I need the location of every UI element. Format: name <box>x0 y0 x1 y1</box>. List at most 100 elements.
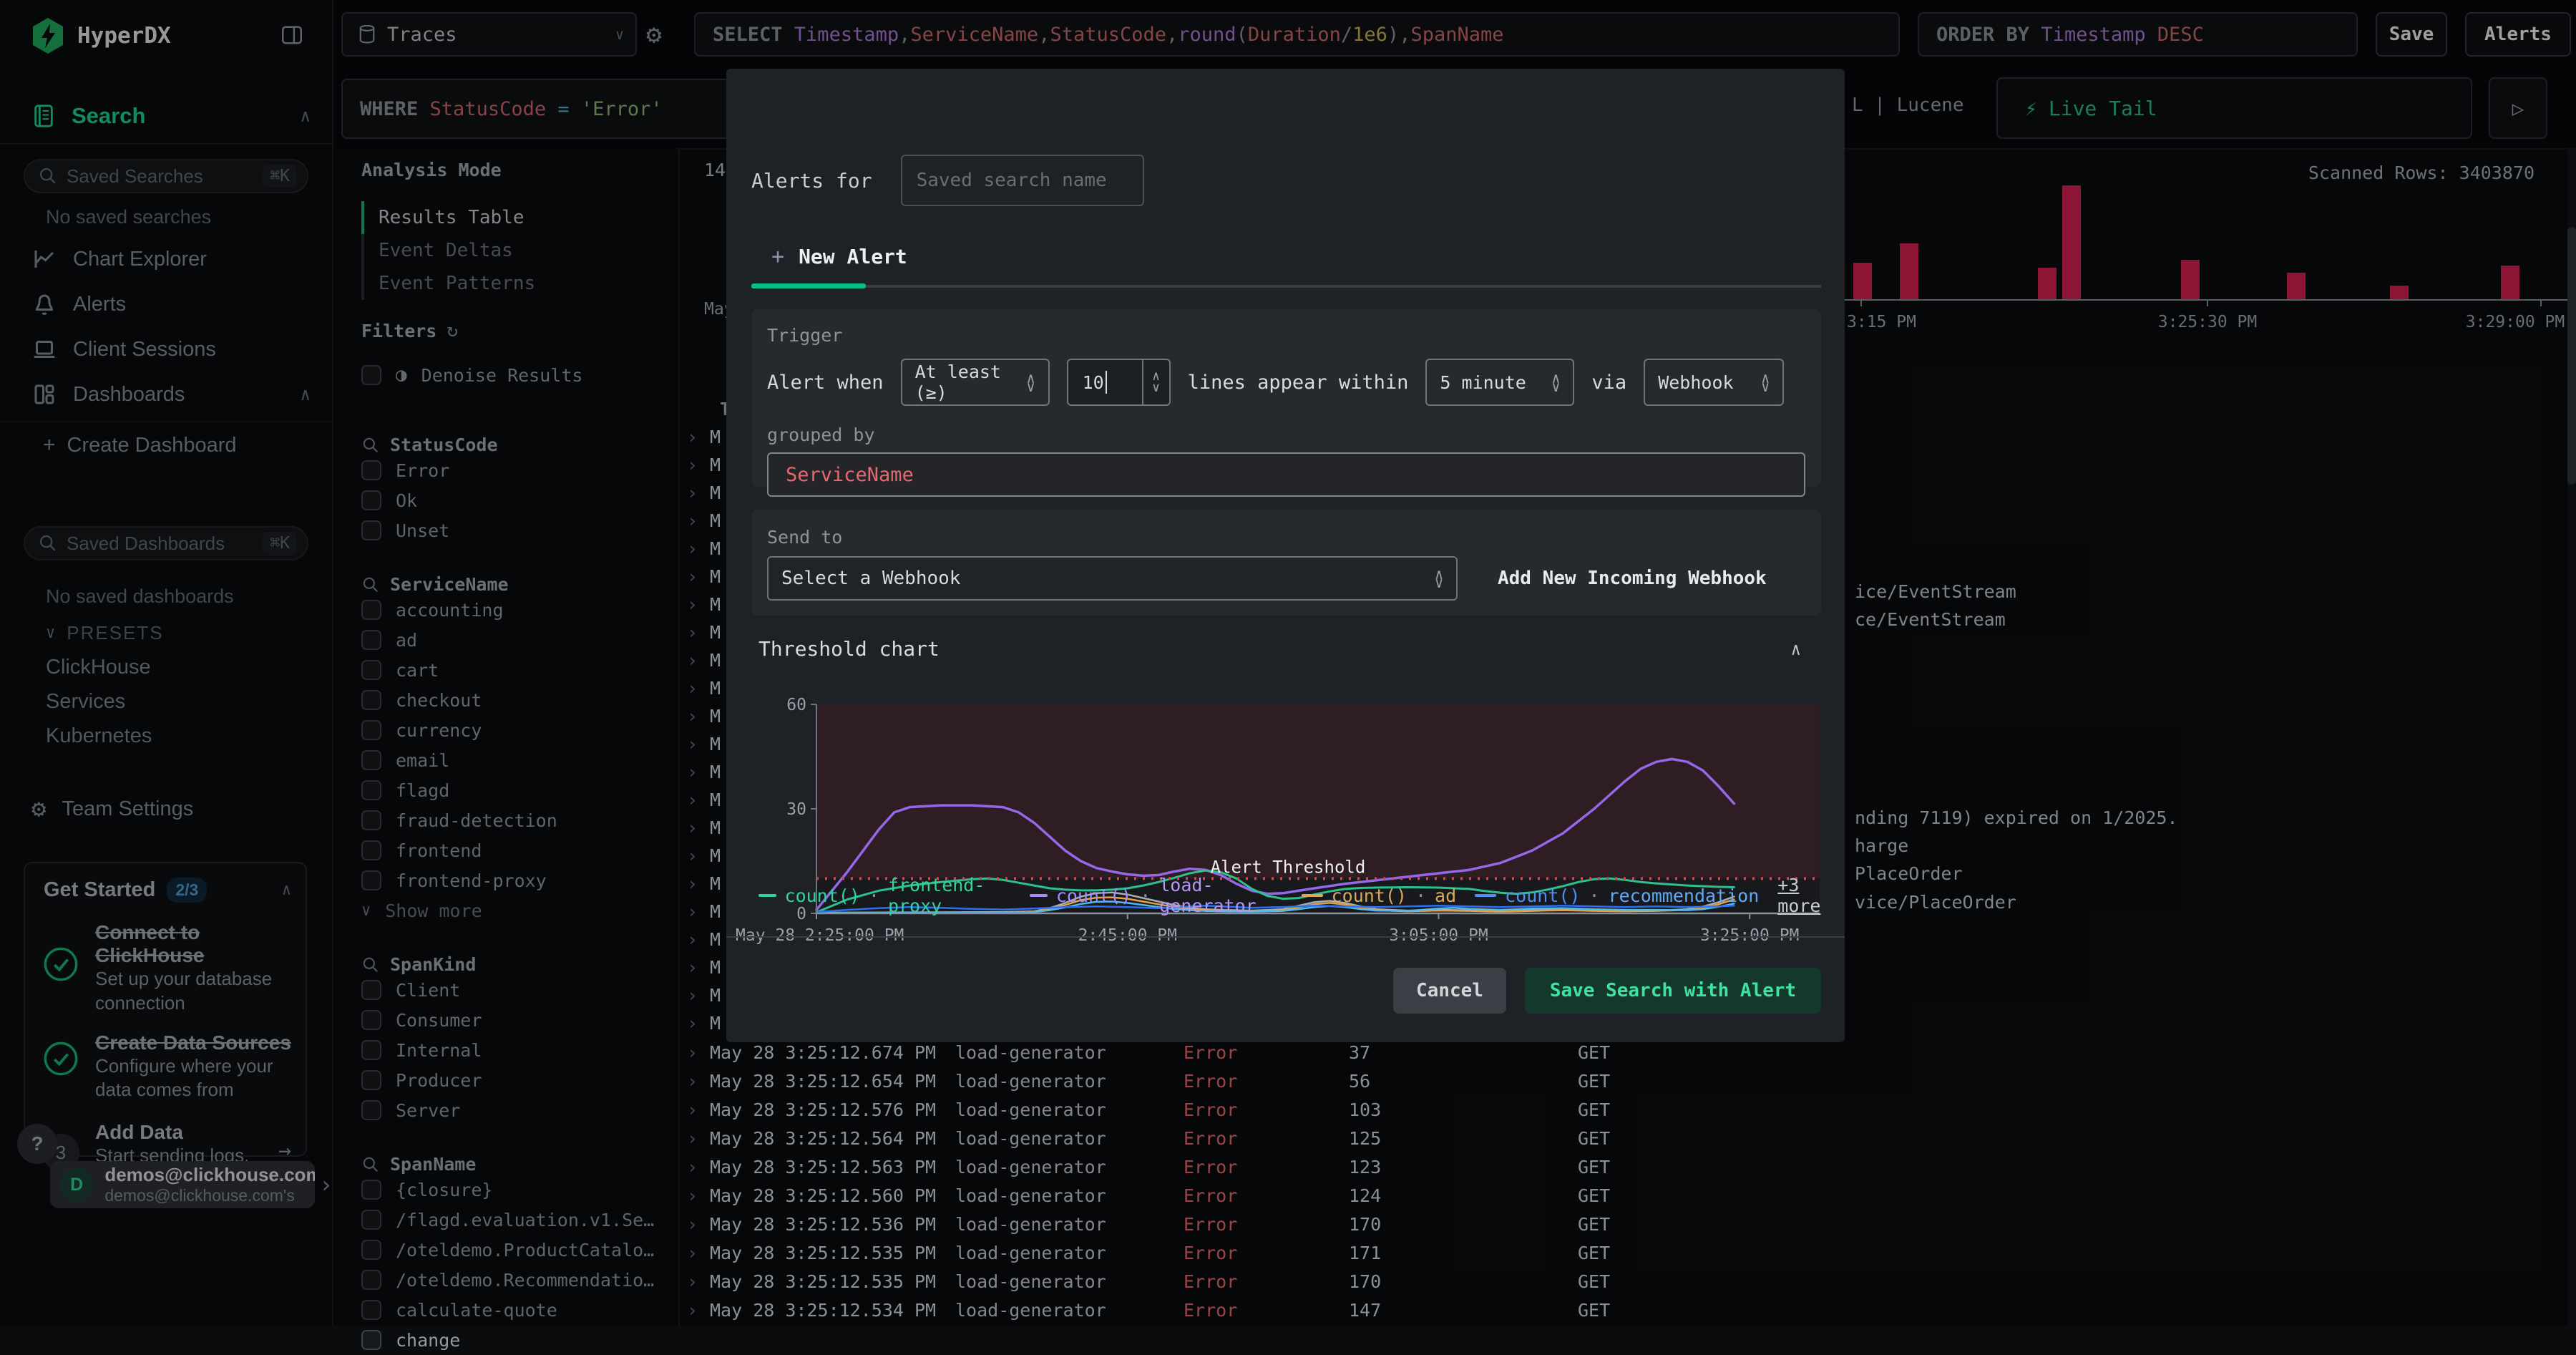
checkbox[interactable] <box>361 1300 381 1320</box>
threshold-count-input[interactable]: 10 ∧ ∨ <box>1066 359 1171 406</box>
table-row[interactable]: › M <box>680 423 727 451</box>
checkbox[interactable] <box>361 810 381 830</box>
sidebar-item-preset-clickhouse[interactable]: ClickHouse <box>46 656 151 679</box>
table-row[interactable]: › May 28 3:25:12.535 PM load-generator Erro… <box>680 1267 2576 1296</box>
save-search-with-alert-button[interactable]: Save Search with Alert <box>1525 968 1821 1014</box>
filter-option[interactable]: Client <box>361 975 669 1005</box>
expand-row-icon[interactable]: › <box>687 762 698 782</box>
filter-option[interactable]: calculate-quote <box>361 1295 669 1325</box>
alerts-button[interactable]: Alerts <box>2465 12 2571 57</box>
live-tail-button[interactable]: ⚡ Live Tail <box>1996 77 2472 139</box>
checkbox[interactable] <box>361 660 381 680</box>
checkbox[interactable] <box>361 490 381 510</box>
chevron-up-icon[interactable]: ∧ <box>300 106 311 126</box>
expand-row-icon[interactable]: › <box>687 1127 698 1149</box>
filter-option[interactable]: accounting <box>361 595 669 625</box>
checkbox[interactable] <box>361 460 381 480</box>
expand-row-icon[interactable]: › <box>687 1099 698 1120</box>
source-select[interactable]: Traces ∨ <box>341 12 637 57</box>
condition-select[interactable]: At least (≥) ∧ ∨ <box>900 359 1050 406</box>
table-row[interactable]: › May 28 3:25:12.564 PM load-generator Erro… <box>680 1124 2576 1152</box>
expand-row-icon[interactable]: › <box>687 427 698 447</box>
checkbox[interactable] <box>361 1180 381 1200</box>
checkbox[interactable] <box>361 720 381 740</box>
filter-option[interactable]: Consumer <box>361 1005 669 1035</box>
expand-row-icon[interactable]: › <box>687 678 698 699</box>
sidebar-item-dashboards[interactable]: Dashboards ∧ <box>31 379 311 410</box>
expand-row-icon[interactable]: › <box>687 1213 698 1235</box>
presets-toggle[interactable]: ∨ PRESETS <box>46 621 164 643</box>
checkbox[interactable] <box>361 1330 381 1350</box>
table-row[interactable]: › M <box>680 674 727 702</box>
filter-option[interactable]: currency <box>361 715 669 745</box>
table-row[interactable]: › M <box>680 563 727 591</box>
filter-option[interactable]: ad <box>361 625 669 655</box>
run-query-button[interactable]: ▷ <box>2489 77 2547 139</box>
checkbox[interactable] <box>361 1210 381 1230</box>
sidebar-item-preset-services[interactable]: Services <box>46 690 126 713</box>
expand-row-icon[interactable]: › <box>687 790 698 810</box>
expand-row-icon[interactable]: › <box>687 1070 698 1092</box>
chevron-up-icon[interactable]: ∧ <box>300 384 311 404</box>
sidebar-item-preset-kubernetes[interactable]: Kubernetes <box>46 724 152 747</box>
checkbox[interactable] <box>361 780 381 800</box>
gear-icon[interactable]: ⚙ <box>646 20 662 49</box>
filter-option[interactable]: Producer <box>361 1065 669 1095</box>
collapse-sidebar-icon[interactable] <box>279 23 305 47</box>
cancel-button[interactable]: Cancel <box>1393 968 1506 1014</box>
filter-option[interactable]: /oteldemo.ProductCatalo… <box>361 1235 669 1265</box>
table-row[interactable]: › May 28 3:25:12.535 PM load-generator Erro… <box>680 1238 2576 1267</box>
expand-row-icon[interactable]: › <box>687 957 698 978</box>
add-webhook-button[interactable]: Add New Incoming Webhook <box>1498 568 1767 589</box>
checkbox[interactable] <box>361 600 381 620</box>
table-row[interactable]: › M <box>680 479 727 507</box>
analysis-mode-results-table[interactable]: Results Table <box>361 201 662 234</box>
select-clause-input[interactable]: SELECT Timestamp,ServiceName,StatusCode,… <box>694 12 1900 57</box>
checkbox[interactable] <box>361 1070 381 1090</box>
table-row[interactable]: › May 28 3:25:12.534 PM load-generator Erro… <box>680 1296 2576 1324</box>
checkbox[interactable] <box>361 520 381 540</box>
filter-option[interactable]: {closure} <box>361 1175 669 1205</box>
table-row[interactable]: › M <box>680 730 727 758</box>
table-row[interactable]: › M <box>680 758 727 786</box>
checkbox[interactable] <box>361 980 381 1000</box>
table-row[interactable]: › M <box>680 953 727 981</box>
expand-row-icon[interactable]: › <box>687 901 698 922</box>
table-row[interactable]: › M <box>680 814 727 842</box>
expand-row-icon[interactable]: › <box>687 455 698 475</box>
table-row[interactable]: › M <box>680 535 727 563</box>
filter-option[interactable]: /oteldemo.Recommendatio… <box>361 1265 669 1295</box>
filter-option[interactable]: Error <box>361 455 669 485</box>
checkbox[interactable] <box>361 1100 381 1120</box>
expand-row-icon[interactable]: › <box>687 538 698 559</box>
expand-row-icon[interactable]: › <box>687 817 698 838</box>
sidebar-item-chart-explorer[interactable]: Chart Explorer <box>31 243 311 275</box>
denoise-results-option[interactable]: ◑ Denoise Results <box>361 360 582 390</box>
expand-row-icon[interactable]: › <box>687 1156 698 1177</box>
table-row[interactable]: › May 28 3:25:12.576 PM load-generator Erro… <box>680 1095 2576 1124</box>
sidebar-item-team-settings[interactable]: ⚙ Team Settings <box>31 795 194 823</box>
checkbox[interactable] <box>361 690 381 710</box>
checkbox[interactable] <box>361 840 381 860</box>
filter-option[interactable]: change <box>361 1325 669 1355</box>
expand-row-icon[interactable]: › <box>687 510 698 531</box>
table-row[interactable]: › M <box>680 507 727 535</box>
filter-option[interactable]: fraud-detection <box>361 805 669 835</box>
table-row[interactable]: › M <box>680 451 727 479</box>
get-started-item[interactable]: Add Data <box>95 1121 183 1144</box>
expand-row-icon[interactable]: › <box>687 845 698 866</box>
filter-option[interactable]: Internal <box>361 1035 669 1065</box>
filter-option[interactable]: email <box>361 745 669 775</box>
get-started-item[interactable]: Create Data Sources <box>95 1031 291 1054</box>
expand-row-icon[interactable]: › <box>687 622 698 643</box>
table-row[interactable]: › M <box>680 926 727 953</box>
filter-option[interactable]: flagd <box>361 775 669 805</box>
save-button[interactable]: Save <box>2376 12 2447 57</box>
table-row[interactable]: › May 28 3:25:12.560 PM load-generator Erro… <box>680 1181 2576 1210</box>
checkbox[interactable] <box>361 1240 381 1260</box>
number-stepper[interactable]: ∧ ∨ <box>1141 360 1169 404</box>
checkbox[interactable] <box>361 365 381 385</box>
checkbox[interactable] <box>361 1010 381 1030</box>
expand-row-icon[interactable]: › <box>687 594 698 615</box>
expand-row-icon[interactable]: › <box>687 929 698 950</box>
